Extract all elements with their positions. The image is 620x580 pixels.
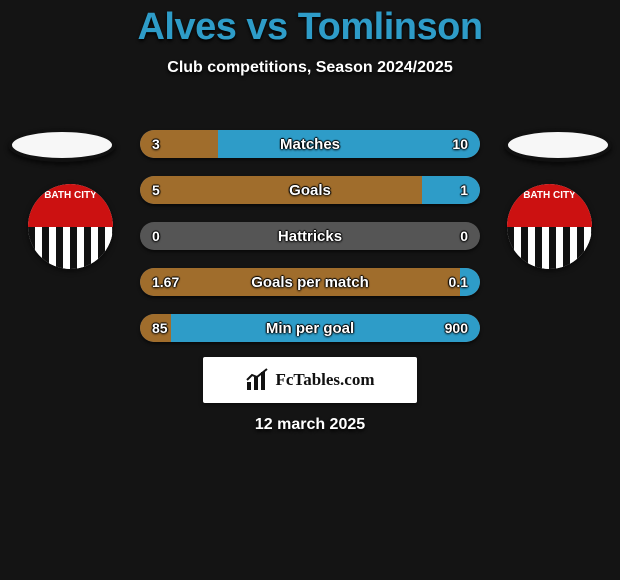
stat-right-value: 900 <box>445 314 468 342</box>
credit-badge[interactable]: FcTables.com <box>203 357 417 403</box>
club-badge-right: BATH CITY <box>507 184 592 269</box>
club-badge-stripes <box>28 227 113 270</box>
stat-bar: 85Min per goal900 <box>140 314 480 342</box>
club-badge-stripes <box>507 227 592 270</box>
stat-label: Goals per match <box>140 268 480 296</box>
stat-right-value: 10 <box>452 130 468 158</box>
page-title: Alves vs Tomlinson <box>0 6 620 49</box>
club-badge-left-text: BATH CITY <box>28 184 113 227</box>
stat-label: Matches <box>140 130 480 158</box>
page-subtitle: Club competitions, Season 2024/2025 <box>0 59 620 77</box>
stat-label: Min per goal <box>140 314 480 342</box>
player-right-oval <box>504 128 612 162</box>
stat-bar: 3Matches10 <box>140 130 480 158</box>
stat-bar: 1.67Goals per match0.1 <box>140 268 480 296</box>
comparison-bars: 3Matches10 5Goals1 0Hattricks0 1.67Goals pe… <box>140 130 480 360</box>
stat-bar: 5Goals1 <box>140 176 480 204</box>
stat-right-value: 1 <box>460 176 468 204</box>
stat-bar: 0Hattricks0 <box>140 222 480 250</box>
stat-label: Goals <box>140 176 480 204</box>
player-left-oval <box>8 128 116 162</box>
footer-date: 12 march 2025 <box>0 416 620 434</box>
stat-label: Hattricks <box>140 222 480 250</box>
club-badge-left: BATH CITY <box>28 184 113 269</box>
chart-icon <box>245 368 269 392</box>
credit-text: FcTables.com <box>275 370 374 390</box>
stat-right-value: 0.1 <box>449 268 468 296</box>
club-badge-right-text: BATH CITY <box>507 184 592 227</box>
stat-right-value: 0 <box>460 222 468 250</box>
